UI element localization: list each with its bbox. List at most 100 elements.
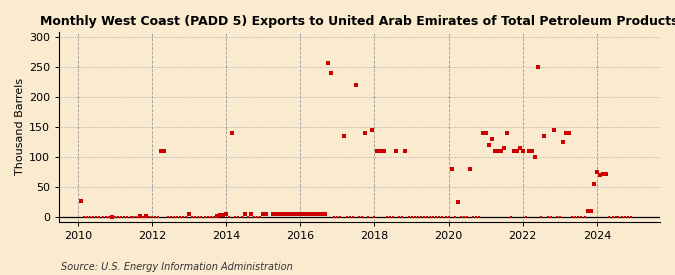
Point — [613, 215, 624, 219]
Text: Source: U.S. Energy Information Administration: Source: U.S. Energy Information Administ… — [61, 262, 292, 272]
Point — [97, 215, 108, 219]
Point — [561, 131, 572, 135]
Point — [286, 212, 296, 216]
Point — [481, 131, 491, 135]
Point — [79, 215, 90, 219]
Point — [209, 215, 219, 219]
Point — [471, 215, 482, 219]
Point — [357, 215, 368, 219]
Point — [218, 213, 229, 217]
Point — [452, 200, 463, 204]
Point — [536, 215, 547, 219]
Point — [465, 167, 476, 171]
Point — [601, 172, 612, 176]
Point — [443, 215, 454, 219]
Point — [369, 215, 380, 219]
Point — [558, 140, 568, 144]
Point — [153, 215, 164, 219]
Point — [162, 215, 173, 219]
Point — [524, 149, 535, 153]
Point — [434, 215, 445, 219]
Point — [604, 215, 615, 219]
Point — [626, 215, 637, 219]
Point — [415, 215, 426, 219]
Point — [412, 215, 423, 219]
Point — [174, 215, 185, 219]
Point — [335, 215, 346, 219]
Point — [487, 137, 497, 141]
Point — [428, 215, 439, 219]
Point — [542, 215, 553, 219]
Point — [607, 215, 618, 219]
Point — [598, 172, 609, 176]
Point — [502, 131, 512, 135]
Point — [474, 215, 485, 219]
Point — [425, 215, 435, 219]
Point — [298, 212, 308, 216]
Point — [307, 212, 318, 216]
Point — [610, 215, 621, 219]
Point — [248, 215, 259, 219]
Point — [88, 215, 99, 219]
Point — [595, 173, 605, 177]
Point — [134, 213, 145, 218]
Point — [276, 212, 287, 216]
Point — [261, 212, 271, 216]
Point — [168, 215, 179, 219]
Point — [548, 128, 559, 132]
Point — [270, 212, 281, 216]
Point — [252, 215, 263, 219]
Point — [267, 212, 278, 216]
Point — [329, 215, 340, 219]
Point — [348, 215, 358, 219]
Point — [317, 212, 327, 216]
Point — [462, 215, 472, 219]
Point — [313, 212, 324, 216]
Point — [202, 215, 213, 219]
Point — [440, 215, 451, 219]
Point — [215, 213, 225, 217]
Point — [493, 149, 504, 153]
Point — [184, 212, 194, 216]
Point — [107, 215, 117, 219]
Point — [585, 209, 596, 213]
Point — [422, 215, 433, 219]
Point — [533, 65, 544, 69]
Point — [545, 215, 556, 219]
Point — [116, 215, 127, 219]
Point — [144, 215, 155, 219]
Point — [394, 215, 405, 219]
Point — [240, 212, 250, 216]
Point — [530, 155, 541, 159]
Point — [564, 131, 574, 135]
Point — [199, 215, 210, 219]
Point — [403, 215, 414, 219]
Point — [193, 215, 204, 219]
Point — [508, 149, 519, 153]
Point — [483, 143, 494, 147]
Point — [119, 215, 130, 219]
Point — [437, 215, 448, 219]
Point — [310, 212, 321, 216]
Point — [554, 215, 565, 219]
Point — [223, 215, 234, 219]
Point — [233, 215, 244, 219]
Point — [326, 71, 337, 75]
Point — [391, 149, 402, 153]
Point — [211, 213, 222, 218]
Point — [620, 215, 630, 219]
Point — [381, 215, 392, 219]
Point — [406, 215, 417, 219]
Point — [589, 182, 599, 186]
Point — [156, 149, 167, 153]
Point — [489, 149, 500, 153]
Title: Monthly West Coast (PADD 5) Exports to United Arab Emirates of Total Petroleum P: Monthly West Coast (PADD 5) Exports to U… — [40, 15, 675, 28]
Point — [221, 212, 232, 216]
Point — [146, 215, 157, 219]
Point — [579, 215, 590, 219]
Point — [446, 167, 457, 171]
Point — [409, 215, 420, 219]
Point — [372, 149, 383, 153]
Point — [360, 131, 371, 135]
Point — [109, 215, 120, 219]
